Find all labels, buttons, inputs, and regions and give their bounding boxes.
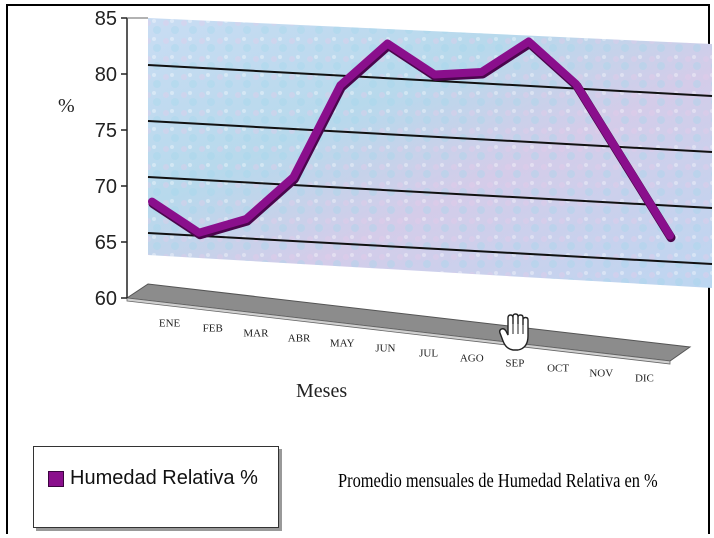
x-tick-label: AGO bbox=[460, 353, 484, 365]
data-point bbox=[666, 232, 674, 240]
y-tick-label: 80 bbox=[95, 64, 117, 86]
gridline bbox=[147, 64, 713, 98]
legend-swatch bbox=[48, 471, 64, 487]
x-tick-label: FEB bbox=[203, 323, 223, 335]
plot-floor-front bbox=[126, 297, 671, 365]
y-tick-label: 85 bbox=[95, 8, 117, 30]
y-tick-label: 60 bbox=[95, 288, 117, 310]
data-point bbox=[195, 229, 203, 237]
y-tick-label: 70 bbox=[95, 176, 117, 198]
data-point bbox=[619, 156, 627, 164]
x-tick-label: JUN bbox=[375, 343, 395, 355]
x-axis-label: Meses bbox=[296, 380, 347, 402]
data-point bbox=[242, 215, 250, 223]
plot-wall-texture bbox=[148, 18, 712, 288]
legend-label: Humedad Relativa % bbox=[70, 467, 258, 489]
x-tick-label: ABR bbox=[288, 333, 311, 345]
x-tick-label: ENE bbox=[159, 318, 181, 330]
y-axis-label: % bbox=[58, 95, 75, 117]
x-tick-label: MAY bbox=[330, 338, 355, 350]
x-tick-label: DIC bbox=[635, 373, 654, 385]
x-tick-label: OCT bbox=[547, 363, 569, 375]
x-tick-label: NOV bbox=[589, 368, 613, 380]
gridline bbox=[147, 176, 713, 210]
data-point bbox=[572, 80, 580, 88]
x-tick-label: JUL bbox=[419, 348, 438, 360]
y-tick-label: 75 bbox=[95, 120, 117, 142]
data-point bbox=[148, 198, 156, 206]
data-point bbox=[383, 39, 391, 47]
data-point bbox=[525, 38, 533, 46]
data-point bbox=[336, 81, 344, 89]
hand-pointer-icon bbox=[499, 313, 529, 351]
series-line bbox=[148, 37, 674, 240]
x-tick-label: MAR bbox=[243, 328, 269, 340]
data-point bbox=[431, 71, 439, 79]
data-point bbox=[478, 68, 486, 76]
gridline bbox=[147, 232, 713, 266]
chart-title: Promedio mensuales de Humedad Relativa e… bbox=[338, 470, 658, 492]
y-tick-label: 65 bbox=[95, 232, 117, 254]
x-tick-label: SEP bbox=[505, 358, 524, 370]
data-point bbox=[289, 173, 297, 181]
chart-legend: Humedad Relativa % bbox=[33, 446, 279, 528]
